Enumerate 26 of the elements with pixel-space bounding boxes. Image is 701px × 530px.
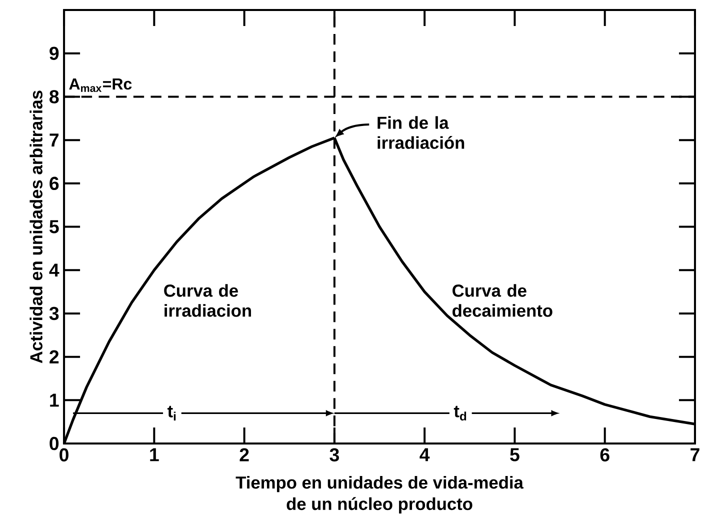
x-tick-label: 6: [600, 448, 610, 462]
x-tick-label: 7: [690, 448, 700, 462]
y-tick-label: 6: [50, 176, 59, 190]
x-tick-label: 4: [420, 448, 430, 462]
y-tick-label: 8: [50, 90, 59, 104]
annotation: t$_{d}$: [454, 406, 466, 421]
y-tick-label: 0: [50, 437, 59, 450]
annotation: Curva de irradiacion: [164, 284, 251, 318]
x-tick-label: 1: [150, 448, 159, 462]
y-tick-label: 4: [49, 264, 60, 277]
y-tick-label: 3: [49, 307, 59, 320]
y-tick-label: 1: [50, 394, 59, 407]
annotation: Curva de decaimiento: [452, 284, 552, 318]
x-tick-label: 5: [510, 448, 520, 462]
x-tick-label: 0: [60, 448, 68, 462]
ref-line-label: A$_{max}$=Rc: [69, 78, 132, 92]
y-tick-label: 2: [50, 350, 59, 364]
y-tick-label: 5: [50, 220, 59, 234]
y-tick-label: 9: [50, 46, 59, 60]
x-tick-label: 2: [240, 448, 249, 462]
annotation: Fin de la irradiación: [378, 116, 464, 150]
x-tick-label: 3: [330, 448, 339, 462]
annotation: t$_{i}$: [168, 406, 176, 421]
x-axis-title: Tiempo en unidades de vida-media de un núcleo producto: [236, 476, 524, 514]
y-tick-label: 7: [50, 134, 58, 147]
y-axis-title: Actividad en unidades arbitrarias: [30, 90, 42, 364]
